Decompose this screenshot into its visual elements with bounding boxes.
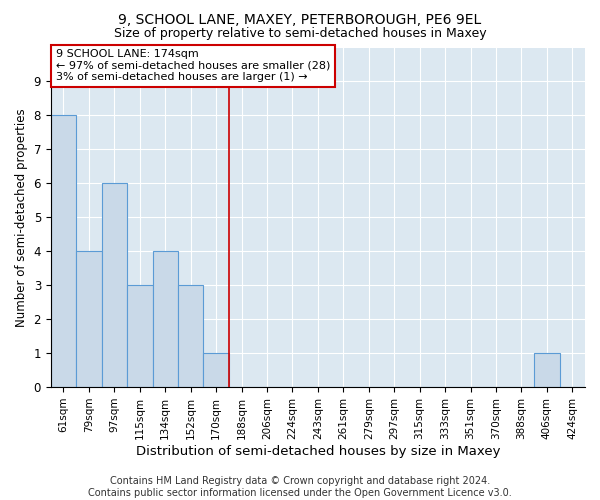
Y-axis label: Number of semi-detached properties: Number of semi-detached properties — [15, 108, 28, 326]
Bar — [76, 252, 101, 387]
Bar — [127, 285, 152, 387]
Bar — [203, 353, 229, 387]
Bar — [152, 252, 178, 387]
Bar — [178, 285, 203, 387]
Bar — [101, 184, 127, 387]
X-axis label: Distribution of semi-detached houses by size in Maxey: Distribution of semi-detached houses by … — [136, 444, 500, 458]
Text: 9 SCHOOL LANE: 174sqm
← 97% of semi-detached houses are smaller (28)
3% of semi-: 9 SCHOOL LANE: 174sqm ← 97% of semi-deta… — [56, 49, 330, 82]
Text: 9, SCHOOL LANE, MAXEY, PETERBOROUGH, PE6 9EL: 9, SCHOOL LANE, MAXEY, PETERBOROUGH, PE6… — [118, 12, 482, 26]
Text: Size of property relative to semi-detached houses in Maxey: Size of property relative to semi-detach… — [113, 28, 487, 40]
Text: Contains HM Land Registry data © Crown copyright and database right 2024.
Contai: Contains HM Land Registry data © Crown c… — [88, 476, 512, 498]
Bar — [51, 116, 76, 387]
Bar — [534, 353, 560, 387]
